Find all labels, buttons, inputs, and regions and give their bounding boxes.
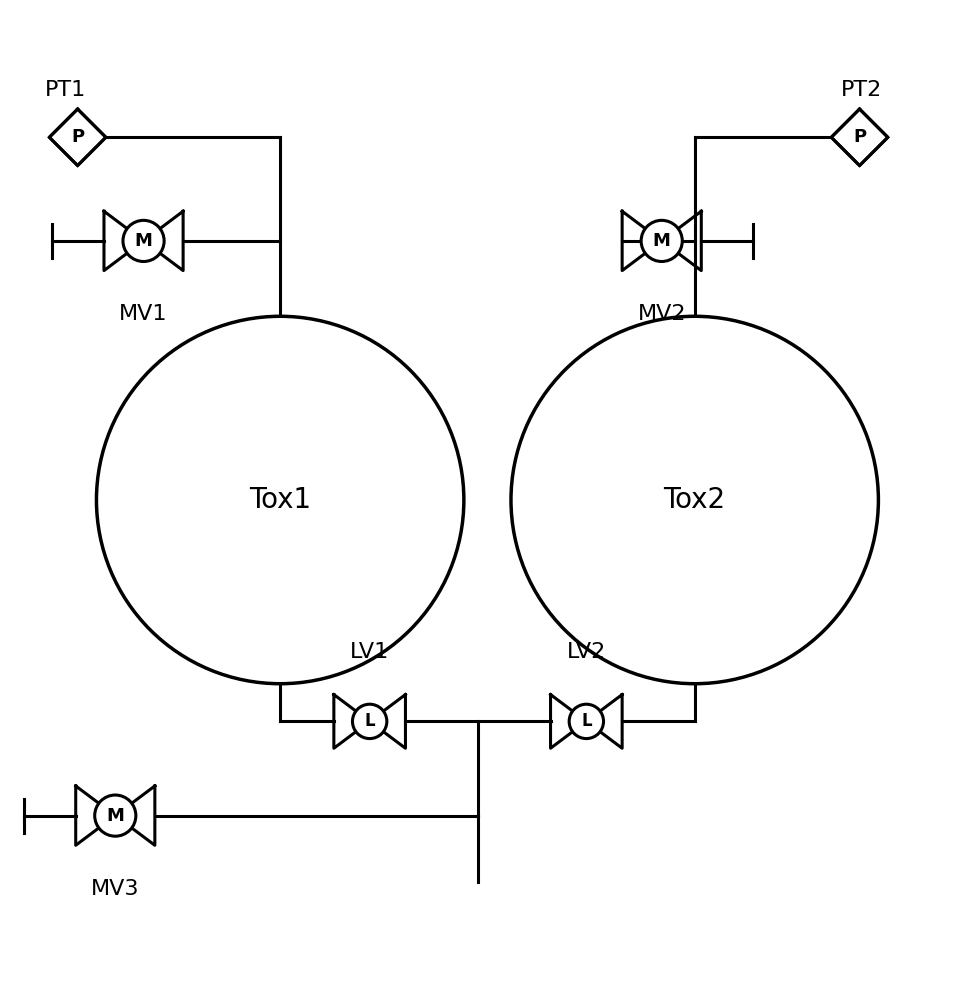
Text: M: M bbox=[135, 232, 153, 250]
Circle shape bbox=[123, 220, 164, 261]
Text: PT2: PT2 bbox=[840, 80, 882, 100]
Text: MV1: MV1 bbox=[120, 304, 168, 324]
Text: P: P bbox=[71, 128, 84, 146]
Circle shape bbox=[95, 795, 136, 836]
Text: Tox1: Tox1 bbox=[250, 486, 312, 514]
Text: M: M bbox=[653, 232, 671, 250]
Polygon shape bbox=[50, 109, 106, 166]
Circle shape bbox=[641, 220, 683, 261]
Circle shape bbox=[511, 316, 879, 684]
Text: PT1: PT1 bbox=[45, 80, 86, 100]
Text: LV1: LV1 bbox=[350, 642, 389, 662]
Polygon shape bbox=[832, 109, 888, 166]
Text: L: L bbox=[364, 712, 375, 730]
Text: Tox2: Tox2 bbox=[663, 486, 726, 514]
Text: MV2: MV2 bbox=[638, 304, 686, 324]
Text: MV3: MV3 bbox=[91, 879, 140, 899]
Text: P: P bbox=[853, 128, 866, 146]
Text: M: M bbox=[106, 807, 124, 825]
Circle shape bbox=[569, 704, 603, 739]
Text: LV2: LV2 bbox=[567, 642, 606, 662]
Circle shape bbox=[97, 316, 464, 684]
Text: L: L bbox=[581, 712, 592, 730]
Circle shape bbox=[353, 704, 387, 739]
